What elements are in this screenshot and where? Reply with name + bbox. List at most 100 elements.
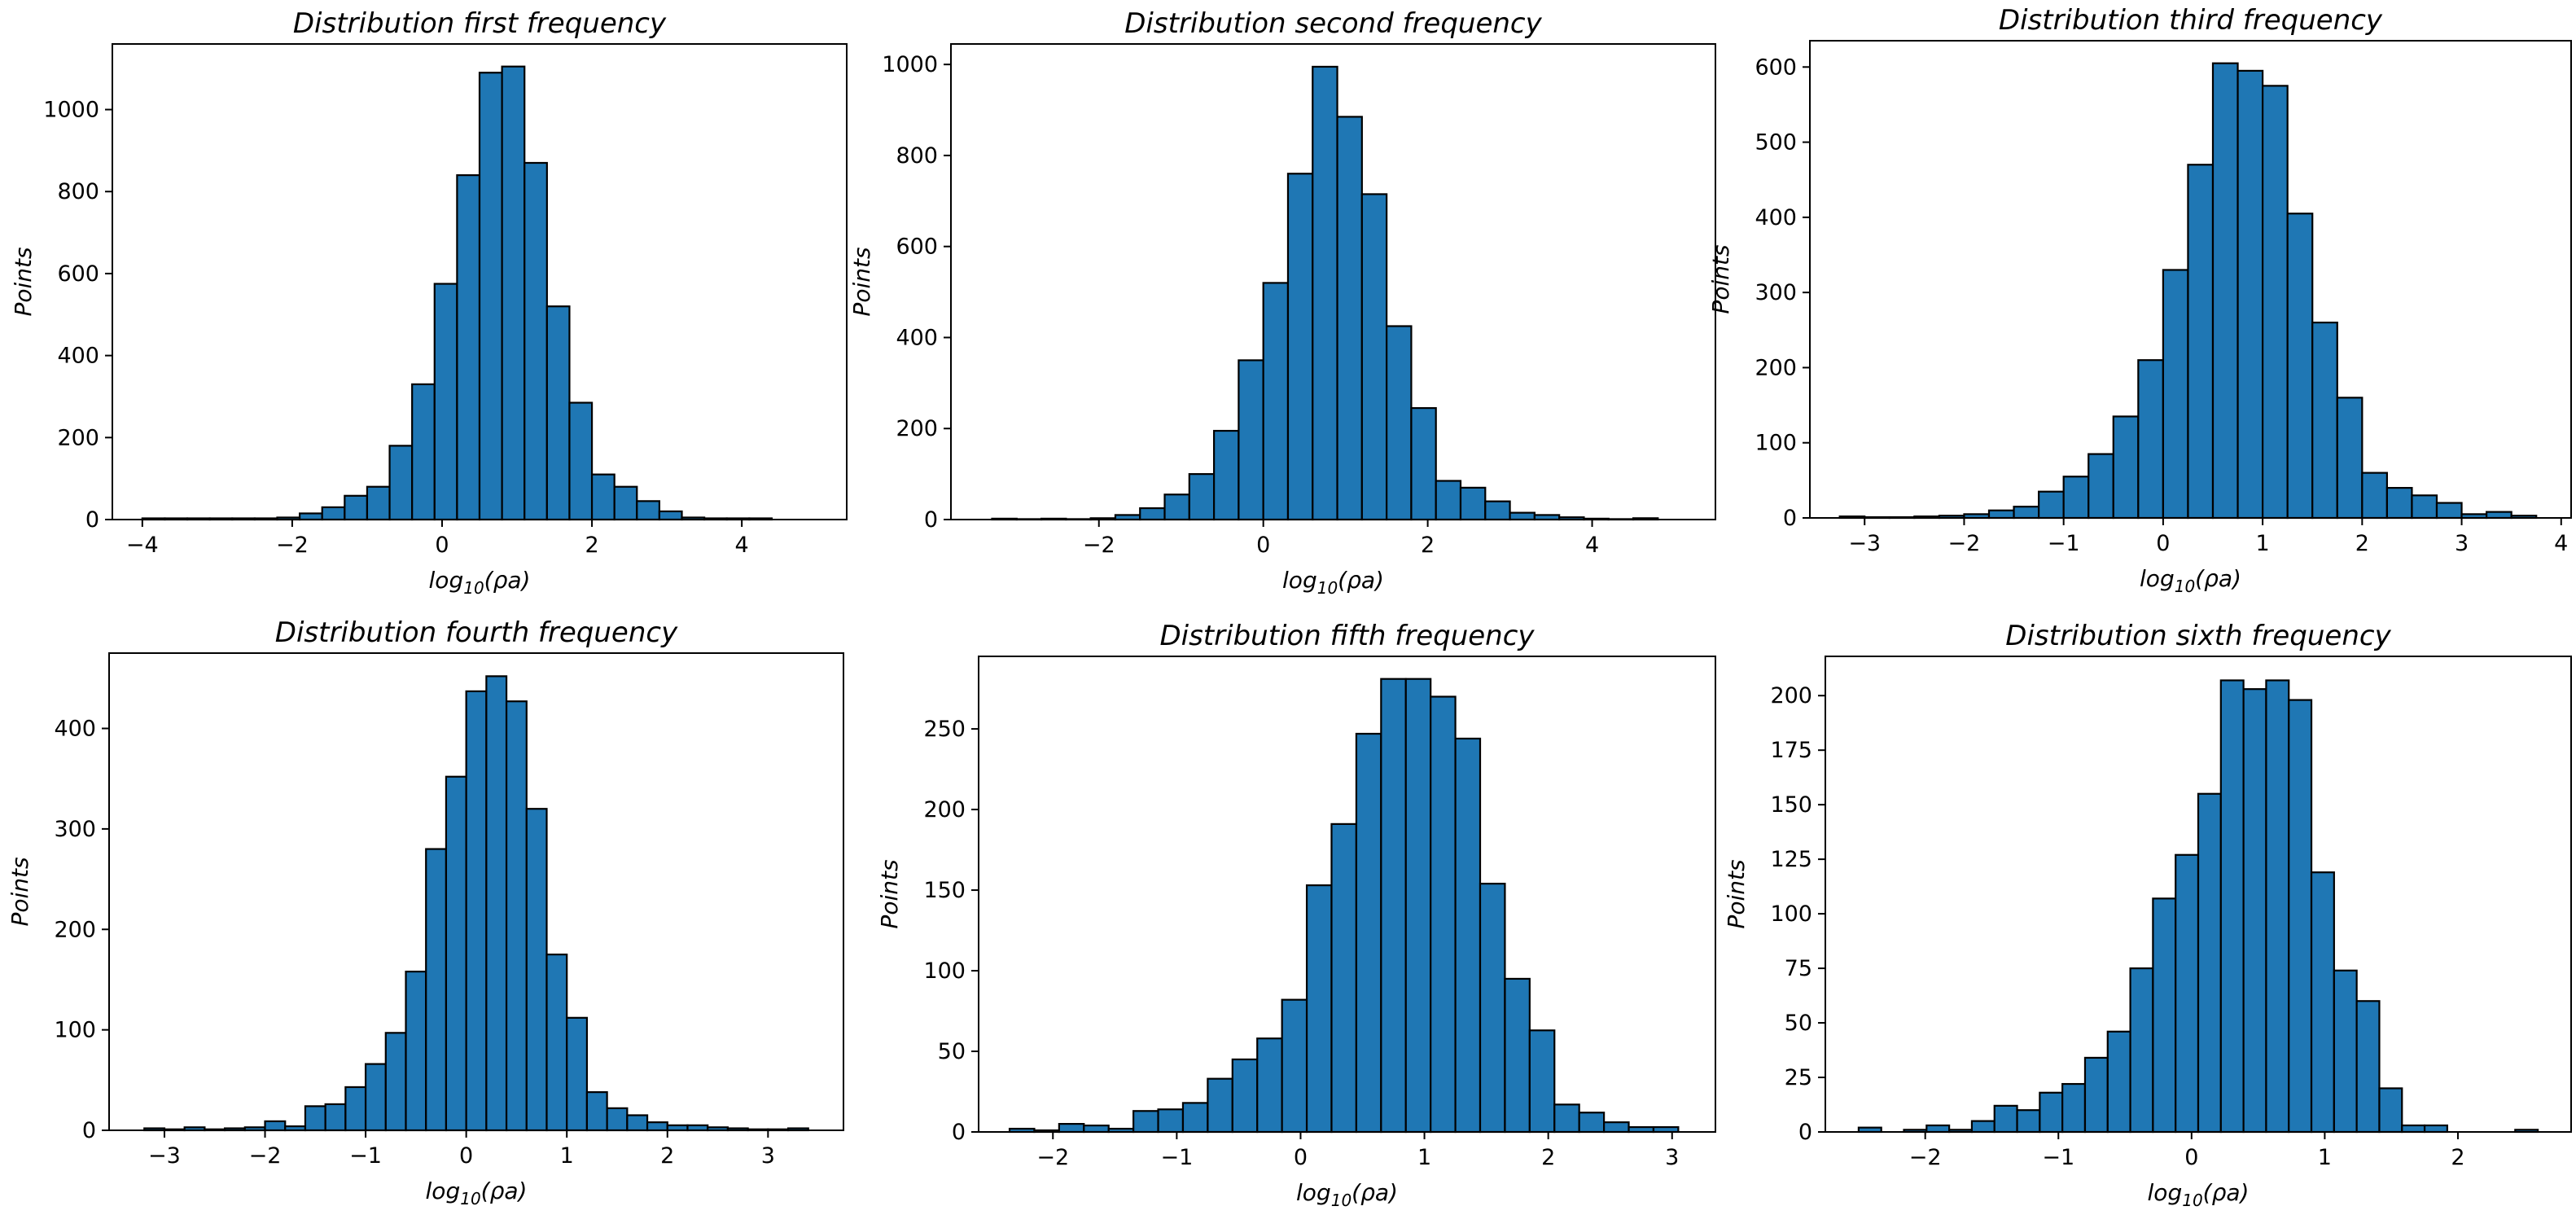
x-axis-label-argument: (ρa) [1352,1179,1398,1206]
histogram-bar [1386,325,1413,521]
x-tick-label: 3 [1665,1145,1679,1170]
histogram-bar [613,485,638,521]
histogram-bar [2211,62,2239,520]
x-tick-label: −2 [1036,1145,1069,1170]
x-tick-label: 2 [2355,531,2369,556]
histogram-bar [2152,897,2177,1134]
x-axis-label-subscript: 10 [1331,1191,1352,1210]
histogram-bar [2013,506,2040,520]
histogram-bar [2187,164,2215,520]
axes-frame [1825,656,2572,1133]
histogram-panel-2: −2 0 2 4 0 200 400 600 800 1000 Distribution secon… [848,7,1716,598]
histogram-bar [2265,679,2290,1134]
histogram-bar [1355,732,1382,1134]
y-tick-label: 800 [57,179,99,204]
histogram-bar [606,1107,629,1132]
histogram-bar [1083,1124,1110,1134]
histogram-bar [465,690,488,1132]
y-tick-label: 200 [923,797,966,822]
histogram-bar [1262,282,1290,521]
histogram-bar [2411,494,2438,520]
histogram-bar [2333,969,2358,1134]
histogram-panel-3: −3 −2 −1 0 1 2 3 4 0 100 200 300 400 500 600 Distributi… [1707,4,2572,596]
y-tick-label: 0 [82,1118,96,1143]
histogram-bar [2262,85,2289,520]
y-tick-label: 75 [1785,956,1812,981]
x-tick-label: 0 [1256,533,1270,558]
histogram-bar [2175,853,2200,1134]
histogram-bar [485,675,508,1132]
x-tick-label: 2 [1421,533,1435,558]
histogram-bar [1380,678,1407,1134]
x-tick-label: −1 [2042,1145,2074,1170]
y-tick-label: 0 [85,507,99,533]
histogram-bar [2129,967,2154,1134]
histogram-bar [366,485,391,521]
histogram-bar [2219,679,2245,1134]
x-axis-label-subscript: 10 [2175,577,2195,596]
y-tick-label: 600 [1755,55,1797,80]
x-tick-label: 1 [560,1143,574,1169]
x-tick-label: 3 [2455,531,2469,556]
histogram-bar [505,700,528,1132]
histogram-bar [321,506,346,521]
histogram-bar [1553,1103,1580,1134]
x-axis-label-subscript: 10 [460,1189,480,1208]
histogram-bar [324,1103,347,1132]
histogram-bar [590,473,616,521]
x-tick-label: −1 [2048,531,2080,556]
histogram-bar [1207,1077,1233,1134]
histogram-bar [364,1063,387,1132]
x-axis-label-argument: (ρa) [2195,565,2241,592]
y-tick-label: 0 [924,507,938,533]
x-axis-label-subscript: 10 [463,578,484,598]
histogram-bar [1993,1104,2018,1134]
histogram-bar [405,970,427,1132]
histogram-bar [1410,406,1437,521]
histogram-bar [1163,493,1190,521]
y-axis-label: Points [848,247,875,316]
y-tick-label: 150 [923,878,966,903]
histogram-bar [411,383,436,521]
x-tick-label: 4 [2554,531,2568,556]
x-axis-label-base: log [426,1178,461,1204]
x-tick-label: −3 [1848,531,1881,556]
y-tick-label: 0 [1783,506,1797,531]
x-tick-label: −4 [126,533,159,558]
x-tick-label: −3 [148,1143,181,1169]
x-tick-label: −2 [276,533,309,558]
y-tick-label: 200 [1755,355,1797,380]
histogram-bar [2423,1124,2448,1134]
y-tick-label: 50 [938,1039,966,1064]
histogram-bar [2038,490,2065,520]
x-tick-label: 2 [585,533,598,558]
histogram-bar [636,500,660,521]
histogram-bar [344,494,369,521]
y-tick-label: 400 [54,717,96,742]
histogram-bar [626,1114,649,1132]
y-tick-label: 800 [896,143,938,169]
histogram-bar [501,65,526,521]
histogram-bar [2088,453,2114,520]
histogram-bar [304,1105,326,1132]
x-tick-label: −2 [1948,531,1981,556]
histogram-bar [2106,1030,2131,1134]
histogram-bar [566,1016,589,1132]
histogram-bar [2236,69,2264,520]
x-tick-label: 0 [1294,1145,1308,1170]
y-tick-label: 300 [54,817,96,842]
x-tick-label: 1 [2256,531,2270,556]
y-axis-label: Points [876,859,903,928]
x-tick-label: 2 [660,1143,674,1169]
x-tick-label: −2 [1909,1145,1942,1170]
x-axis-label-base: log [429,567,464,594]
histogram-bar [2039,1091,2064,1134]
x-axis-label-argument: (ρa) [2203,1179,2250,1206]
histogram-bar [1528,1029,1556,1134]
histogram-bar [445,775,467,1132]
y-tick-label: 400 [57,344,99,369]
histogram-bar [2137,359,2164,520]
histogram-bar [525,808,548,1132]
histogram-bar [524,161,548,521]
